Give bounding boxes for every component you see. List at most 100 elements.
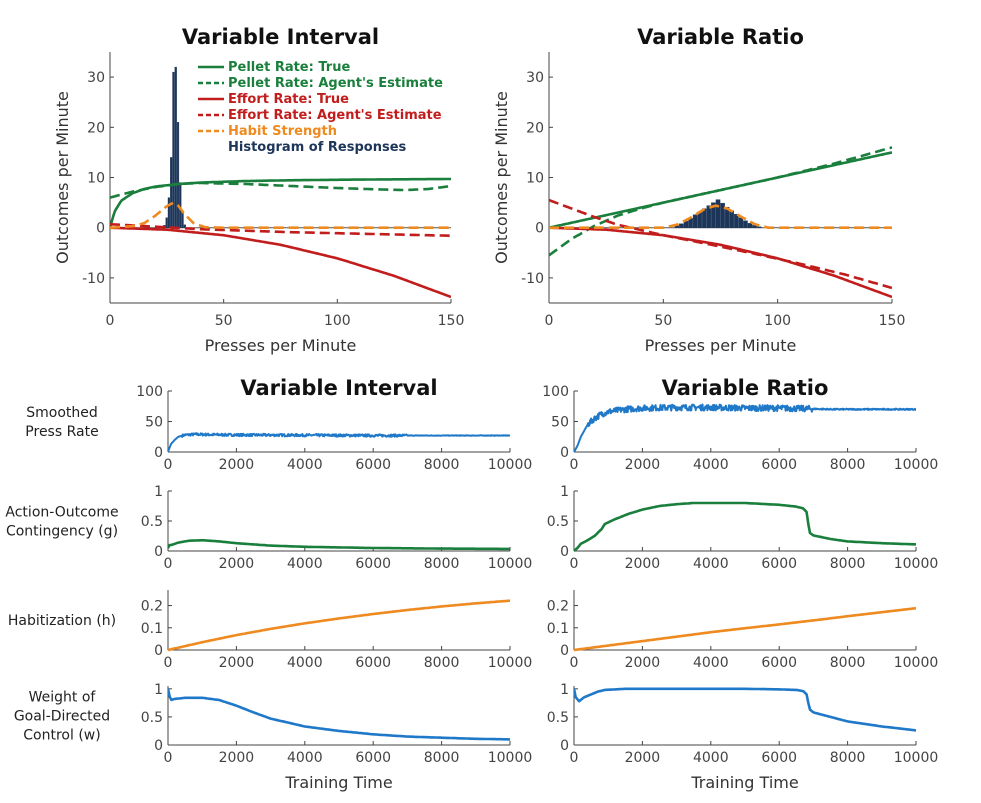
histogram-bar [167, 197, 170, 228]
series-line-0 [574, 606, 916, 652]
histogram-bar [679, 223, 684, 228]
x-tick-label: 10000 [488, 655, 533, 671]
y-tick-label: 0 [560, 544, 569, 560]
y-tick-label: 0 [154, 445, 163, 461]
chart-vi-press: 0 50 100 0 2000 4000 6000 8000 10000 Variable Int… [25, 376, 532, 473]
x-tick-label: 8000 [424, 750, 460, 766]
chart-title: Variable Interval [182, 25, 379, 49]
y-axis-label: Outcomes per Minute [53, 91, 72, 264]
series-line-3 [549, 198, 892, 290]
y-tick-label: 20 [526, 120, 544, 136]
row-label: Habitization (h) [8, 613, 116, 629]
chart-vi-h: 0 0.1 0.2 0 2000 4000 6000 8000 10000 Habitizatio… [8, 590, 532, 671]
x-tick-label: 8000 [830, 556, 866, 572]
row-label-line: Press Rate [25, 424, 98, 440]
x-tick-label: 8000 [830, 655, 866, 671]
row-label-line: Action-Outcome [5, 505, 118, 521]
y-tick-label: 0.2 [141, 599, 163, 615]
chart-vi-g: 0 0.5 1 0 2000 4000 6000 8000 10000 Action-Outcom… [5, 484, 532, 572]
histogram-bar [692, 214, 698, 228]
x-tick-label: 8000 [830, 750, 866, 766]
x-tick-label: 0 [570, 750, 579, 766]
x-tick-label: 4000 [287, 750, 323, 766]
series-line-0 [574, 687, 916, 732]
series-line-0 [168, 599, 510, 652]
y-tick-label: 50 [145, 415, 163, 431]
histogram-bar [720, 202, 725, 228]
x-tick-label: 0 [106, 313, 115, 329]
y-tick-label: 50 [551, 415, 569, 431]
row-label-line: Control (w) [23, 728, 100, 744]
x-tick-label: 2000 [219, 655, 255, 671]
y-tick-label: 100 [136, 384, 163, 400]
x-tick-label: 8000 [830, 457, 866, 473]
row-label: Action-Outcome Contingency (g) [5, 505, 118, 540]
x-tick-label: 0 [164, 457, 173, 473]
x-tick-label: 10000 [894, 457, 939, 473]
y-tick-label: 0.1 [141, 621, 163, 637]
series-line-2 [110, 226, 451, 299]
chart-vr-w: 0 0.5 1 0 2000 4000 6000 8000 10000 Training Time [547, 682, 939, 792]
histogram-bar [706, 205, 712, 228]
x-tick-label: 50 [654, 313, 672, 329]
x-tick-label: 50 [215, 313, 233, 329]
legend-entry: Histogram of Responses [228, 140, 407, 155]
y-tick-label: 0.5 [141, 710, 163, 726]
x-tick-label: 0 [164, 655, 173, 671]
x-tick-label: 0 [570, 655, 579, 671]
row-label-line: Weight of [29, 690, 97, 706]
series-line-4 [110, 201, 451, 229]
x-tick-label: 4000 [693, 556, 729, 572]
row-label: Smoothed Press Rate [25, 405, 98, 440]
histogram-bar [165, 217, 168, 228]
x-tick-label: 4000 [287, 556, 323, 572]
x-tick-label: 10000 [894, 750, 939, 766]
histogram-bar [181, 212, 184, 228]
series-line-0 [574, 501, 916, 552]
row-label-line: Smoothed [26, 405, 98, 421]
x-tick-label: 0 [570, 457, 579, 473]
histogram-bar [743, 220, 748, 228]
x-tick-label: 4000 [287, 655, 323, 671]
x-tick-label: 6000 [355, 556, 391, 572]
series-line-0 [574, 403, 916, 453]
x-axis-label: Presses per Minute [645, 336, 797, 355]
x-axis-label: Training Time [284, 773, 392, 792]
y-tick-label: 0.5 [141, 514, 163, 530]
y-tick-label: 0.1 [547, 621, 569, 637]
histogram-bar [715, 199, 721, 228]
histogram-bar [174, 66, 177, 228]
x-tick-label: 10000 [894, 556, 939, 572]
y-tick-label: 30 [87, 70, 105, 86]
x-tick-label: 4000 [693, 457, 729, 473]
histogram-bar [170, 157, 173, 228]
y-tick-label: 1 [154, 484, 163, 500]
row-label-line: Goal-Directed [14, 709, 110, 725]
x-tick-label: 2000 [219, 457, 255, 473]
histogram-bar [183, 224, 186, 228]
x-tick-label: 8000 [424, 655, 460, 671]
x-axis-label: Presses per Minute [205, 336, 357, 355]
chart-title: Variable Interval [240, 376, 437, 400]
histogram-bar [724, 206, 730, 228]
y-tick-label: 1 [154, 682, 163, 698]
y-tick-label: 0.5 [547, 710, 569, 726]
row-label-line: Contingency (g) [6, 524, 118, 540]
x-tick-label: 2000 [625, 655, 661, 671]
x-tick-label: 2000 [219, 750, 255, 766]
chart-vr-top: -10 0 10 20 30 0 50 100 150 Variable Ratio Presses… [492, 25, 905, 355]
x-tick-label: 2000 [219, 556, 255, 572]
y-tick-label: 0 [154, 738, 163, 754]
y-tick-label: 0 [154, 643, 163, 659]
y-tick-label: 0 [560, 738, 569, 754]
x-tick-label: 2000 [625, 750, 661, 766]
histogram-bar [711, 202, 716, 228]
row-label-line: Habitization (h) [8, 613, 116, 629]
y-tick-label: 100 [542, 384, 569, 400]
histogram-bar [176, 122, 180, 228]
chart-vr-g: 0 0.5 1 0 2000 4000 6000 8000 10000 [547, 484, 939, 572]
legend-entry: Effort Rate: Agent's Estimate [228, 108, 442, 123]
y-tick-label: 20 [87, 120, 105, 136]
chart-title: Variable Ratio [637, 25, 804, 49]
x-tick-label: 0 [545, 313, 554, 329]
